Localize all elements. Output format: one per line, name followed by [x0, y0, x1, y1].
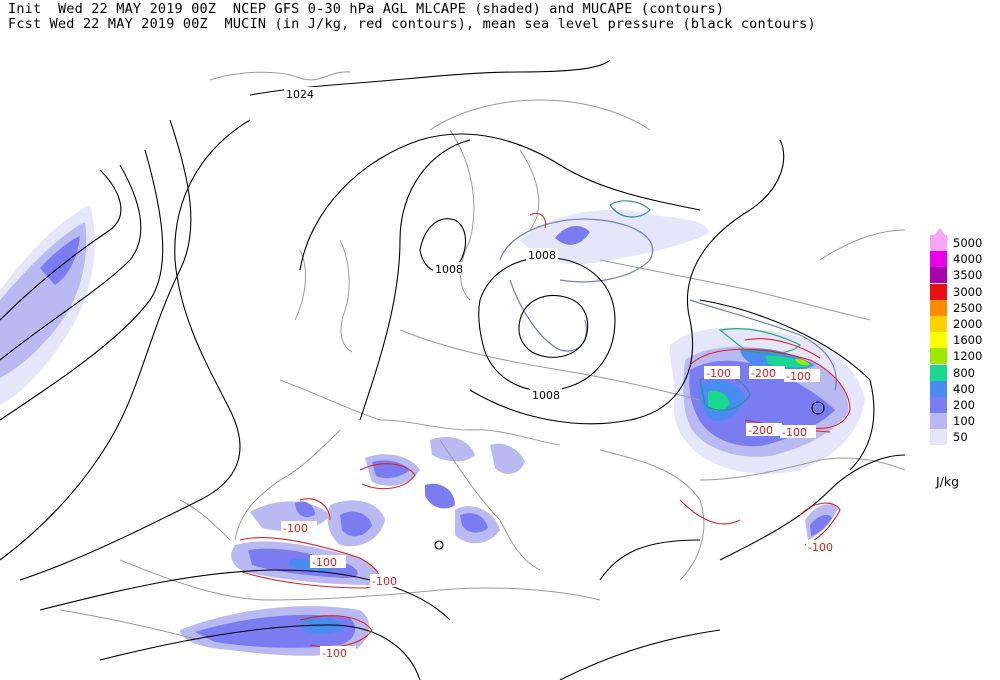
colorbar-legend: 5000 4000 3500 3000 2500 2000 1600 1200 800 400 20…	[928, 228, 998, 446]
legend-swatch	[930, 429, 947, 446]
header-line-init: Init Wed 22 MAY 2019 00Z NCEP GFS 0-30 h…	[8, 1, 725, 17]
legend-label: 50	[953, 430, 968, 445]
legend-swatch	[930, 396, 947, 413]
legend-label: 3500	[953, 268, 983, 283]
legend-swatch	[930, 413, 947, 430]
legend-label: 200	[953, 397, 975, 412]
coastlines	[59, 71, 906, 641]
legend-label: 1600	[953, 333, 983, 348]
legend-swatch	[930, 235, 947, 251]
legend-swatch	[930, 267, 947, 284]
legend-label: 100	[953, 414, 975, 429]
legend-label: 1200	[953, 349, 983, 364]
cin-labels: -100 -200 -100 -200 -100 -100 -100 -100 …	[281, 366, 842, 660]
pressure-label: 1024	[286, 88, 314, 101]
legend-level-4000: 4000	[928, 244, 998, 268]
legend-label: 800	[953, 365, 975, 380]
legend-level-1600: 1600	[928, 325, 998, 349]
mucape-contours	[499, 200, 837, 411]
legend-label: 4000	[953, 252, 983, 267]
pressure-labels: 1024 1008 1008 1008	[284, 87, 562, 402]
legend-label: 5000	[953, 236, 983, 250]
legend-swatch	[930, 332, 947, 349]
legend-label: 400	[953, 381, 975, 396]
legend-swatch	[930, 283, 947, 300]
cin-label: -100	[706, 367, 731, 380]
legend-level-2500: 2500	[928, 293, 998, 316]
mslp-contours	[0, 59, 906, 680]
legend-units: J/kg	[936, 474, 960, 489]
cin-label: -100	[322, 647, 347, 660]
legend-label: 2000	[953, 316, 983, 331]
cin-label: -200	[748, 424, 773, 437]
legend-level-100: 100	[928, 406, 998, 430]
legend-swatch	[930, 251, 947, 268]
legend-level-3000: 3000	[928, 277, 998, 300]
legend-swatch	[930, 364, 947, 381]
cin-label: -100	[312, 556, 337, 569]
cin-label: -100	[786, 370, 811, 383]
legend-swatch	[930, 299, 947, 316]
legend-level-800: 800	[928, 358, 998, 381]
pressure-label: 1008	[435, 263, 463, 276]
legend-swatch	[930, 315, 947, 332]
legend-level-5000: 5000	[928, 228, 998, 251]
header-line-forecast: Fcst Wed 22 MAY 2019 00Z MUCIN (in J/kg,…	[8, 16, 816, 32]
legend-level-3500: 3500	[928, 260, 998, 284]
legend-level-200: 200	[928, 390, 998, 413]
legend-level-400: 400	[928, 374, 998, 397]
cin-label: -100	[283, 522, 308, 535]
legend-label: 2500	[953, 300, 983, 315]
legend-level-50: 50	[928, 422, 998, 446]
legend-level-1200: 1200	[928, 341, 998, 365]
cin-label: -200	[751, 367, 776, 380]
weather-map: 1024 1008 1008 1008 -100 -200 -100 -200 …	[0, 59, 906, 680]
legend-swatch	[930, 348, 947, 365]
legend-label: 3000	[953, 284, 983, 299]
cin-label: -100	[808, 541, 833, 554]
mucin-contours	[239, 212, 851, 648]
cin-label: -100	[782, 426, 807, 439]
pressure-label: 1008	[528, 249, 556, 262]
pressure-label: 1008	[532, 389, 560, 402]
legend-swatch	[930, 380, 947, 397]
cin-label: -100	[372, 575, 397, 588]
legend-level-2000: 2000	[928, 309, 998, 332]
